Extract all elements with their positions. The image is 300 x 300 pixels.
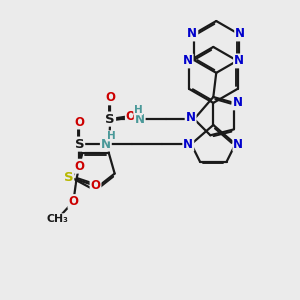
Text: N: N bbox=[135, 112, 145, 126]
Text: CH₃: CH₃ bbox=[46, 214, 68, 224]
Text: O: O bbox=[91, 179, 100, 192]
Text: O: O bbox=[68, 195, 78, 208]
Text: N: N bbox=[234, 54, 244, 68]
Text: S: S bbox=[64, 172, 73, 184]
Text: N: N bbox=[101, 138, 111, 151]
Text: N: N bbox=[186, 111, 196, 124]
Text: O: O bbox=[74, 116, 84, 128]
Text: H: H bbox=[134, 105, 142, 115]
Text: N: N bbox=[232, 96, 242, 110]
Text: N: N bbox=[235, 28, 245, 40]
Text: O: O bbox=[126, 110, 136, 123]
Text: S: S bbox=[74, 138, 84, 151]
Text: O: O bbox=[105, 92, 115, 104]
Text: N: N bbox=[183, 54, 193, 68]
Text: S: S bbox=[105, 112, 115, 126]
Text: N: N bbox=[183, 138, 193, 151]
Text: O: O bbox=[74, 160, 84, 173]
Text: N: N bbox=[187, 28, 197, 40]
Text: H: H bbox=[107, 131, 116, 141]
Text: N: N bbox=[233, 138, 243, 151]
